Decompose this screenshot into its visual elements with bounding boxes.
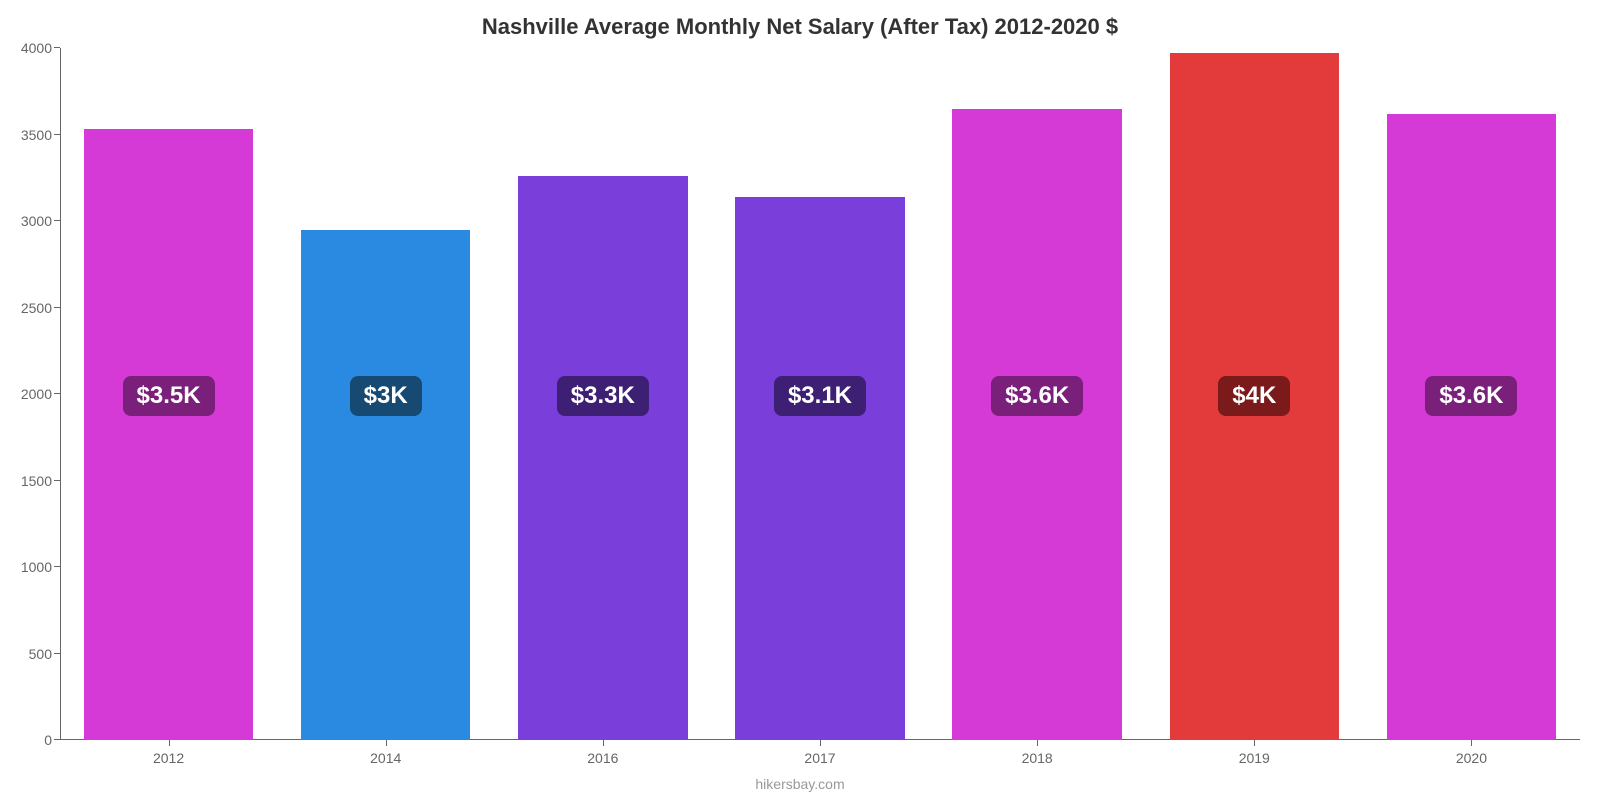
y-tick-label: 1000 [21,559,60,575]
y-tick-label: 2000 [21,386,60,402]
x-tick-label: 2020 [1456,740,1487,766]
y-tick-mark [54,220,60,221]
y-tick-mark [54,566,60,567]
bar: $3.6K [1387,114,1556,740]
plot-area: $3.5K$3K$3.3K$3.1K$3.6K$4K$3.6K 05001000… [60,48,1580,740]
bars-group: $3.5K $3K $3.3K $3.1K $3.6K $4K $3.6K [60,48,1580,740]
y-tick-mark [54,307,60,308]
y-tick-label: 2500 [21,300,60,316]
bar: $3.6K [952,109,1121,740]
x-tick-label: 2014 [370,740,401,766]
y-tick-label: 4000 [21,40,60,56]
y-tick-label: 500 [29,646,60,662]
bar: $3K [301,230,470,740]
bar-value-badge: $3.5K [123,376,215,416]
y-tick-label: 0 [44,732,60,748]
bar: $3.1K [735,197,904,740]
x-tick-label: 2018 [1022,740,1053,766]
bar-value-badge: $3.6K [991,376,1083,416]
bar-value-badge: $4K [1218,376,1290,416]
y-tick-label: 3500 [21,127,60,143]
chart-container: Nashville Average Monthly Net Salary (Af… [0,0,1600,800]
y-tick-mark [54,739,60,740]
bar: $3.3K [518,176,687,740]
y-tick-mark [54,653,60,654]
bar-value-badge: $3.1K [774,376,866,416]
y-tick-mark [54,134,60,135]
bar: $3.5K [84,129,253,740]
x-tick-label: 2016 [587,740,618,766]
bar: $4K [1170,53,1339,740]
x-tick-label: 2019 [1239,740,1270,766]
x-tick-label: 2017 [804,740,835,766]
chart-title: Nashville Average Monthly Net Salary (Af… [0,14,1600,40]
bar-value-badge: $3K [350,376,422,416]
x-tick-label: 2012 [153,740,184,766]
y-tick-mark [54,480,60,481]
y-tick-mark [54,47,60,48]
bar-value-badge: $3.3K [557,376,649,416]
y-tick-label: 1500 [21,473,60,489]
y-tick-label: 3000 [21,213,60,229]
chart-footer: hikersbay.com [0,776,1600,792]
y-tick-mark [54,393,60,394]
bar-value-badge: $3.6K [1425,376,1517,416]
